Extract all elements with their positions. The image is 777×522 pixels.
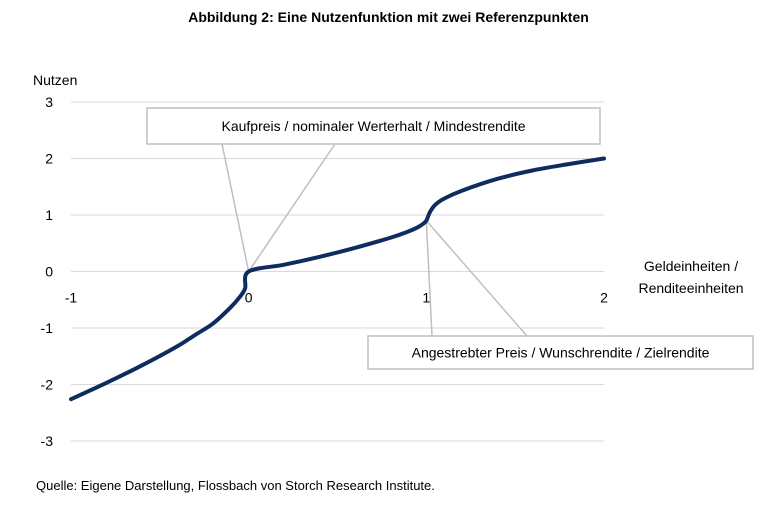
x-tick-labels: -1 0 1 2 (65, 290, 608, 306)
callout-label: Kaufpreis / nominaler Werterhalt / Minde… (222, 118, 526, 134)
y-tick-label: -3 (41, 433, 54, 449)
y-tick-label: -2 (41, 377, 54, 393)
x-axis-title: Geldeinheiten / Renditeeinheiten (638, 258, 743, 296)
callout-leader (425, 220, 433, 337)
x-tick-label: 0 (245, 290, 253, 306)
x-tick-label: -1 (65, 290, 78, 306)
callout-leader (248, 143, 336, 272)
callout-box (367, 335, 754, 370)
y-tick-label: 1 (45, 207, 53, 223)
y-tick-labels: 3 2 1 0 -1 -2 -3 (41, 94, 54, 449)
utility-curve (69, 156, 606, 402)
y-tick-label: 0 (45, 264, 53, 280)
callouts: Kaufpreis / nominaler Werterhalt / Minde… (146, 107, 754, 370)
callout-box (146, 107, 601, 145)
x-tick-label: 1 (422, 290, 430, 306)
x-axis-title-line: Geldeinheiten / (644, 258, 738, 274)
y-tick-label: 3 (45, 94, 53, 110)
callout-label: Angestrebter Preis / Wunschrendite / Zie… (412, 345, 710, 361)
x-tick-label: 2 (600, 290, 608, 306)
callout-leader (221, 143, 250, 272)
y-tick-label: 2 (45, 151, 53, 167)
callout-leader (425, 220, 528, 337)
grid-lines (71, 101, 604, 442)
x-axis-title-line: Renditeeinheiten (638, 280, 743, 296)
y-tick-label: -1 (41, 320, 54, 336)
chart-title: Abbildung 2: Eine Nutzenfunktion mit zwe… (188, 9, 589, 25)
source-note: Quelle: Eigene Darstellung, Flossbach vo… (36, 478, 435, 493)
y-axis-title: Nutzen (33, 72, 77, 88)
